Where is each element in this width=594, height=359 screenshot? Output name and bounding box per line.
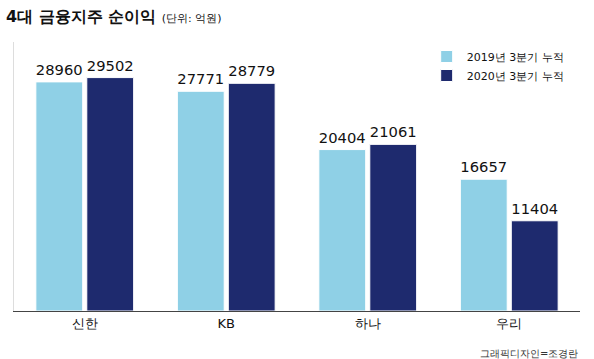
svg-text:우리: 우리: [496, 316, 522, 331]
svg-text:신한: 신한: [72, 316, 98, 331]
svg-text:29502: 29502: [87, 57, 134, 74]
svg-text:20404: 20404: [319, 129, 366, 146]
svg-text:하나: 하나: [355, 316, 381, 331]
svg-text:28779: 28779: [228, 62, 275, 79]
svg-text:21061: 21061: [370, 123, 417, 140]
svg-text:11404: 11404: [511, 200, 558, 217]
svg-text:2019년 3분기 누적: 2019년 3분기 누적: [467, 51, 564, 64]
svg-text:27771: 27771: [177, 70, 224, 87]
svg-text:그래픽디자인=조경란: 그래픽디자인=조경란: [480, 348, 578, 359]
svg-text:16657: 16657: [460, 158, 507, 175]
svg-text:2020년 3분기 누적: 2020년 3분기 누적: [467, 70, 564, 83]
svg-text:28960: 28960: [36, 61, 83, 78]
svg-text:4대 금융지주 순이익 (단위: 억원): 4대 금융지주 순이익 (단위: 억원): [6, 7, 222, 26]
svg-text:KB: KB: [218, 316, 235, 331]
